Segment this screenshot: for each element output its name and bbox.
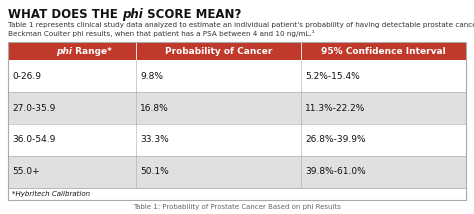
Bar [8,124,466,156]
Text: Table 1: Probability of Prostate Cancer Based on phi Results: Table 1: Probability of Prostate Cancer … [133,204,341,210]
Text: 39.8%-61.0%: 39.8%-61.0% [305,168,366,177]
Text: 9.8%: 9.8% [140,71,163,80]
Text: 33.3%: 33.3% [140,135,169,144]
Text: 5.2%-15.4%: 5.2%-15.4% [305,71,360,80]
Text: *Hybritech Calibration: *Hybritech Calibration [12,191,90,197]
Text: 0-26.9: 0-26.9 [12,71,41,80]
Text: 95% Confidence Interval: 95% Confidence Interval [321,46,446,55]
Text: Beckman Coulter phi results, when that patient has a PSA between 4 and 10 ng/mL.: Beckman Coulter phi results, when that p… [8,30,315,37]
Bar [8,188,466,200]
Bar [8,42,466,200]
Text: 11.3%-22.2%: 11.3%-22.2% [305,104,365,113]
Bar [8,60,466,92]
Text: phi: phi [56,46,72,55]
Text: 16.8%: 16.8% [140,104,169,113]
Text: 55.0+: 55.0+ [12,168,40,177]
Text: Table 1 represents clinical study data analyzed to estimate an individual patien: Table 1 represents clinical study data a… [8,22,474,28]
Text: 27.0-35.9: 27.0-35.9 [12,104,55,113]
Text: WHAT DOES THE: WHAT DOES THE [8,8,122,21]
Text: 26.8%-39.9%: 26.8%-39.9% [305,135,366,144]
Text: Probability of Cancer: Probability of Cancer [165,46,273,55]
Bar [8,92,466,124]
Text: SCORE MEAN?: SCORE MEAN? [143,8,241,21]
Text: Range*: Range* [72,46,112,55]
Bar [8,156,466,188]
Text: 36.0-54.9: 36.0-54.9 [12,135,55,144]
Bar [8,42,466,60]
Text: phi: phi [122,8,143,21]
Text: 50.1%: 50.1% [140,168,169,177]
